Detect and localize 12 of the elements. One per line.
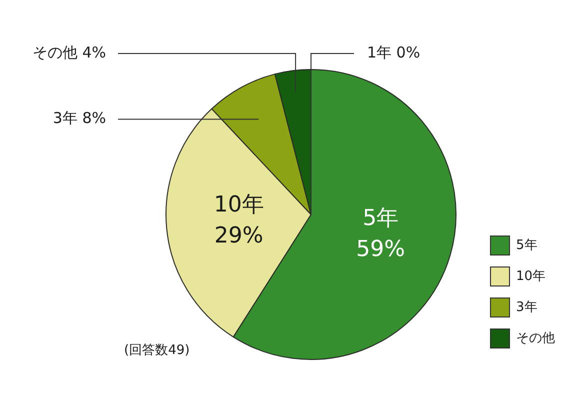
slice-label: 10年	[214, 192, 264, 218]
legend-label: その他	[516, 330, 555, 346]
text: (回答数49)	[124, 342, 190, 358]
legend-label: 10年	[516, 268, 546, 284]
category-label: 3年 8%	[52, 109, 106, 128]
data-label: 29%	[214, 224, 264, 249]
legend-label: 3年	[516, 300, 538, 315]
slice-label: 5年	[362, 206, 399, 231]
legend-label: 5年	[516, 238, 538, 253]
category-label: 1年 0%	[367, 43, 420, 62]
category-label: その他 4%	[32, 43, 106, 62]
data-label: 59%	[356, 236, 406, 262]
